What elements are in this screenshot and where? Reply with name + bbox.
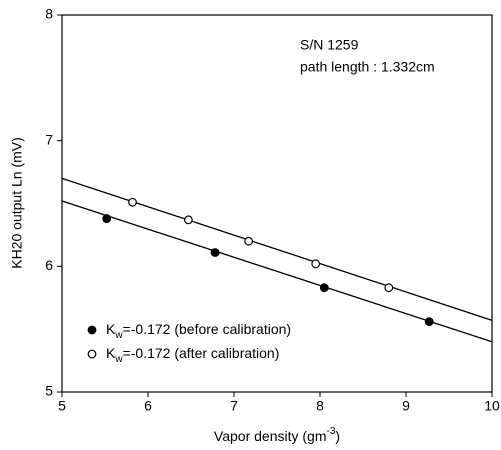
legend-marker <box>87 349 97 359</box>
data-point <box>244 236 254 246</box>
y-tick-label: 7 <box>45 131 53 147</box>
fit-line <box>61 177 493 321</box>
y-tick-label: 5 <box>45 383 53 399</box>
x-axis-label: Vapor density (gm-3) <box>214 426 340 444</box>
x-tick-label: 6 <box>144 398 152 414</box>
legend-label: Kw=-0.172 (before calibration) <box>106 321 291 341</box>
legend-label: Kw=-0.172 (after calibration) <box>106 345 279 365</box>
data-point <box>319 283 329 293</box>
x-tick-label: 9 <box>402 398 410 414</box>
annotation: S/N 1259 <box>300 37 359 53</box>
x-label-main: Vapor density (gm <box>214 428 327 444</box>
x-tick-label: 10 <box>484 398 500 414</box>
x-label-end: ) <box>335 428 340 444</box>
x-tick-label: 7 <box>230 398 238 414</box>
x-tick-label: 5 <box>58 398 66 414</box>
y-tick-label: 6 <box>45 257 53 273</box>
fit-line <box>61 200 493 343</box>
data-point <box>128 197 137 207</box>
legend-rest: =-0.172 (before calibration) <box>123 321 292 337</box>
plot-frame <box>61 14 493 393</box>
legend-main: K <box>106 321 116 337</box>
data-point <box>384 283 394 293</box>
legend-main: K <box>106 345 116 361</box>
data-point <box>311 259 321 269</box>
data-point <box>102 214 112 223</box>
legend-sub: w <box>114 330 123 341</box>
annotation: path length : 1.332cm <box>300 59 435 75</box>
legend-marker <box>87 325 97 335</box>
data-point <box>184 215 193 225</box>
x-label-sup: -3 <box>327 426 336 437</box>
legend-sub: w <box>114 354 123 365</box>
data-point <box>210 248 220 257</box>
legend-rest: =-0.172 (after calibration) <box>123 345 280 361</box>
x-tick-label: 8 <box>316 398 324 414</box>
y-tick-label: 8 <box>45 6 53 22</box>
y-axis-label: KH20 output Ln (mV) <box>9 137 25 269</box>
data-point <box>424 317 434 327</box>
